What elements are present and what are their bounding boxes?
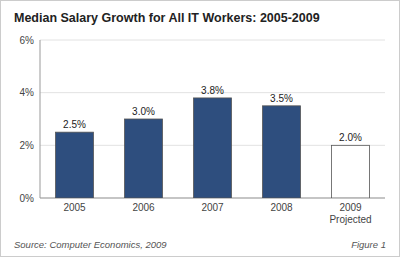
data-label: 2.0% [339, 132, 362, 143]
y-tick-label: 6% [20, 35, 35, 46]
x-tick-label: 2006 [132, 202, 155, 213]
bar [194, 98, 232, 198]
annotation: Source: Computer Economics, 2009 [14, 239, 167, 250]
y-tick-label: 4% [20, 87, 35, 98]
bar [332, 145, 370, 198]
x-tick-label: 2008 [270, 202, 293, 213]
y-tick-label: 2% [20, 140, 35, 151]
data-label: 2.5% [63, 119, 86, 130]
background [1, 1, 400, 257]
x-tick-label: 2005 [63, 202, 86, 213]
y-axis [40, 40, 41, 198]
data-label: 3.5% [270, 93, 293, 104]
x-tick-label: 2007 [201, 202, 224, 213]
x-tick-label: 2009Projected [329, 202, 371, 225]
bar [125, 119, 163, 198]
chart: Median Salary Growth for All IT Workers:… [0, 0, 400, 257]
grid-line [40, 40, 385, 41]
data-label: 3.0% [132, 106, 155, 117]
y-tick-label: 0% [20, 193, 35, 204]
bars [56, 98, 370, 198]
data-label: 3.8% [201, 85, 224, 96]
annotation: Figure 1 [351, 239, 386, 250]
bar [56, 132, 94, 198]
bar [263, 106, 301, 198]
title: Median Salary Growth for All IT Workers:… [14, 11, 320, 25]
